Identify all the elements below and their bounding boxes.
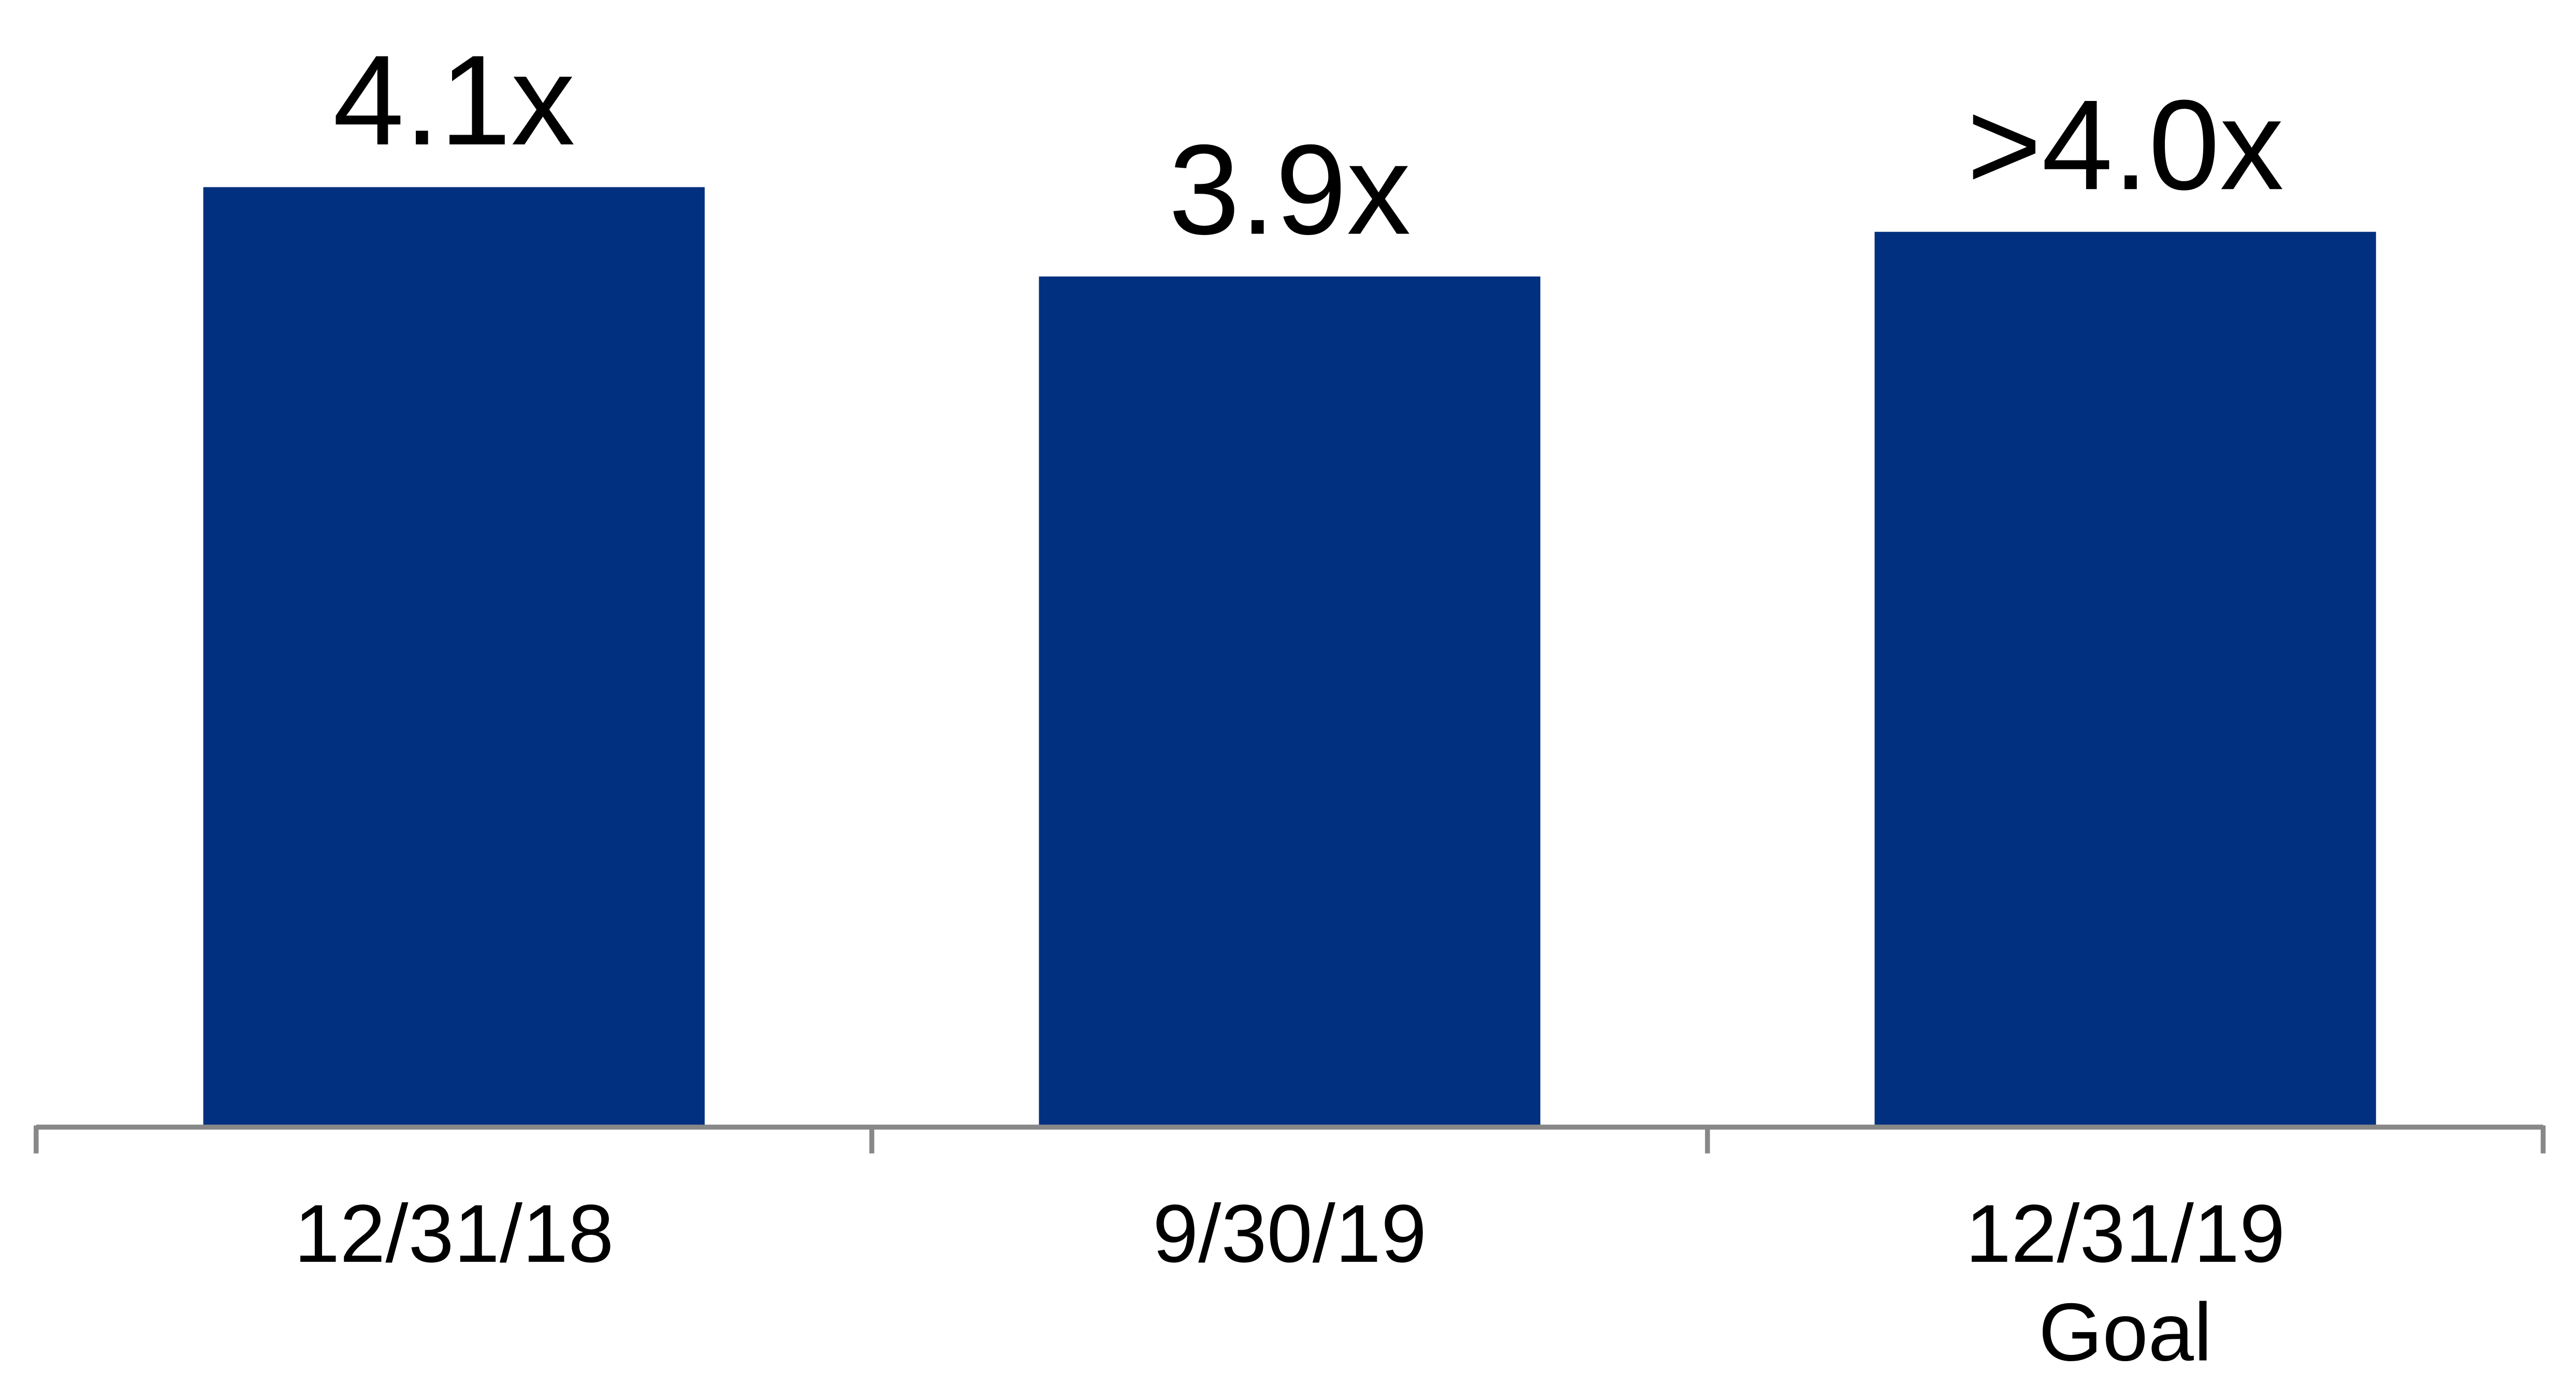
bar <box>1874 231 2376 1126</box>
x-tick-label: 9/30/19 <box>1153 1187 1427 1279</box>
x-tick-label: 12/31/18 <box>294 1187 614 1279</box>
value-label: >4.0x <box>1967 74 2283 216</box>
bar <box>1039 276 1540 1126</box>
value-label: 4.1x <box>333 29 575 172</box>
value-label: 3.9x <box>1169 119 1411 261</box>
x-tick-label: 12/31/19 Goal <box>1966 1187 2285 1378</box>
bar <box>203 187 705 1126</box>
